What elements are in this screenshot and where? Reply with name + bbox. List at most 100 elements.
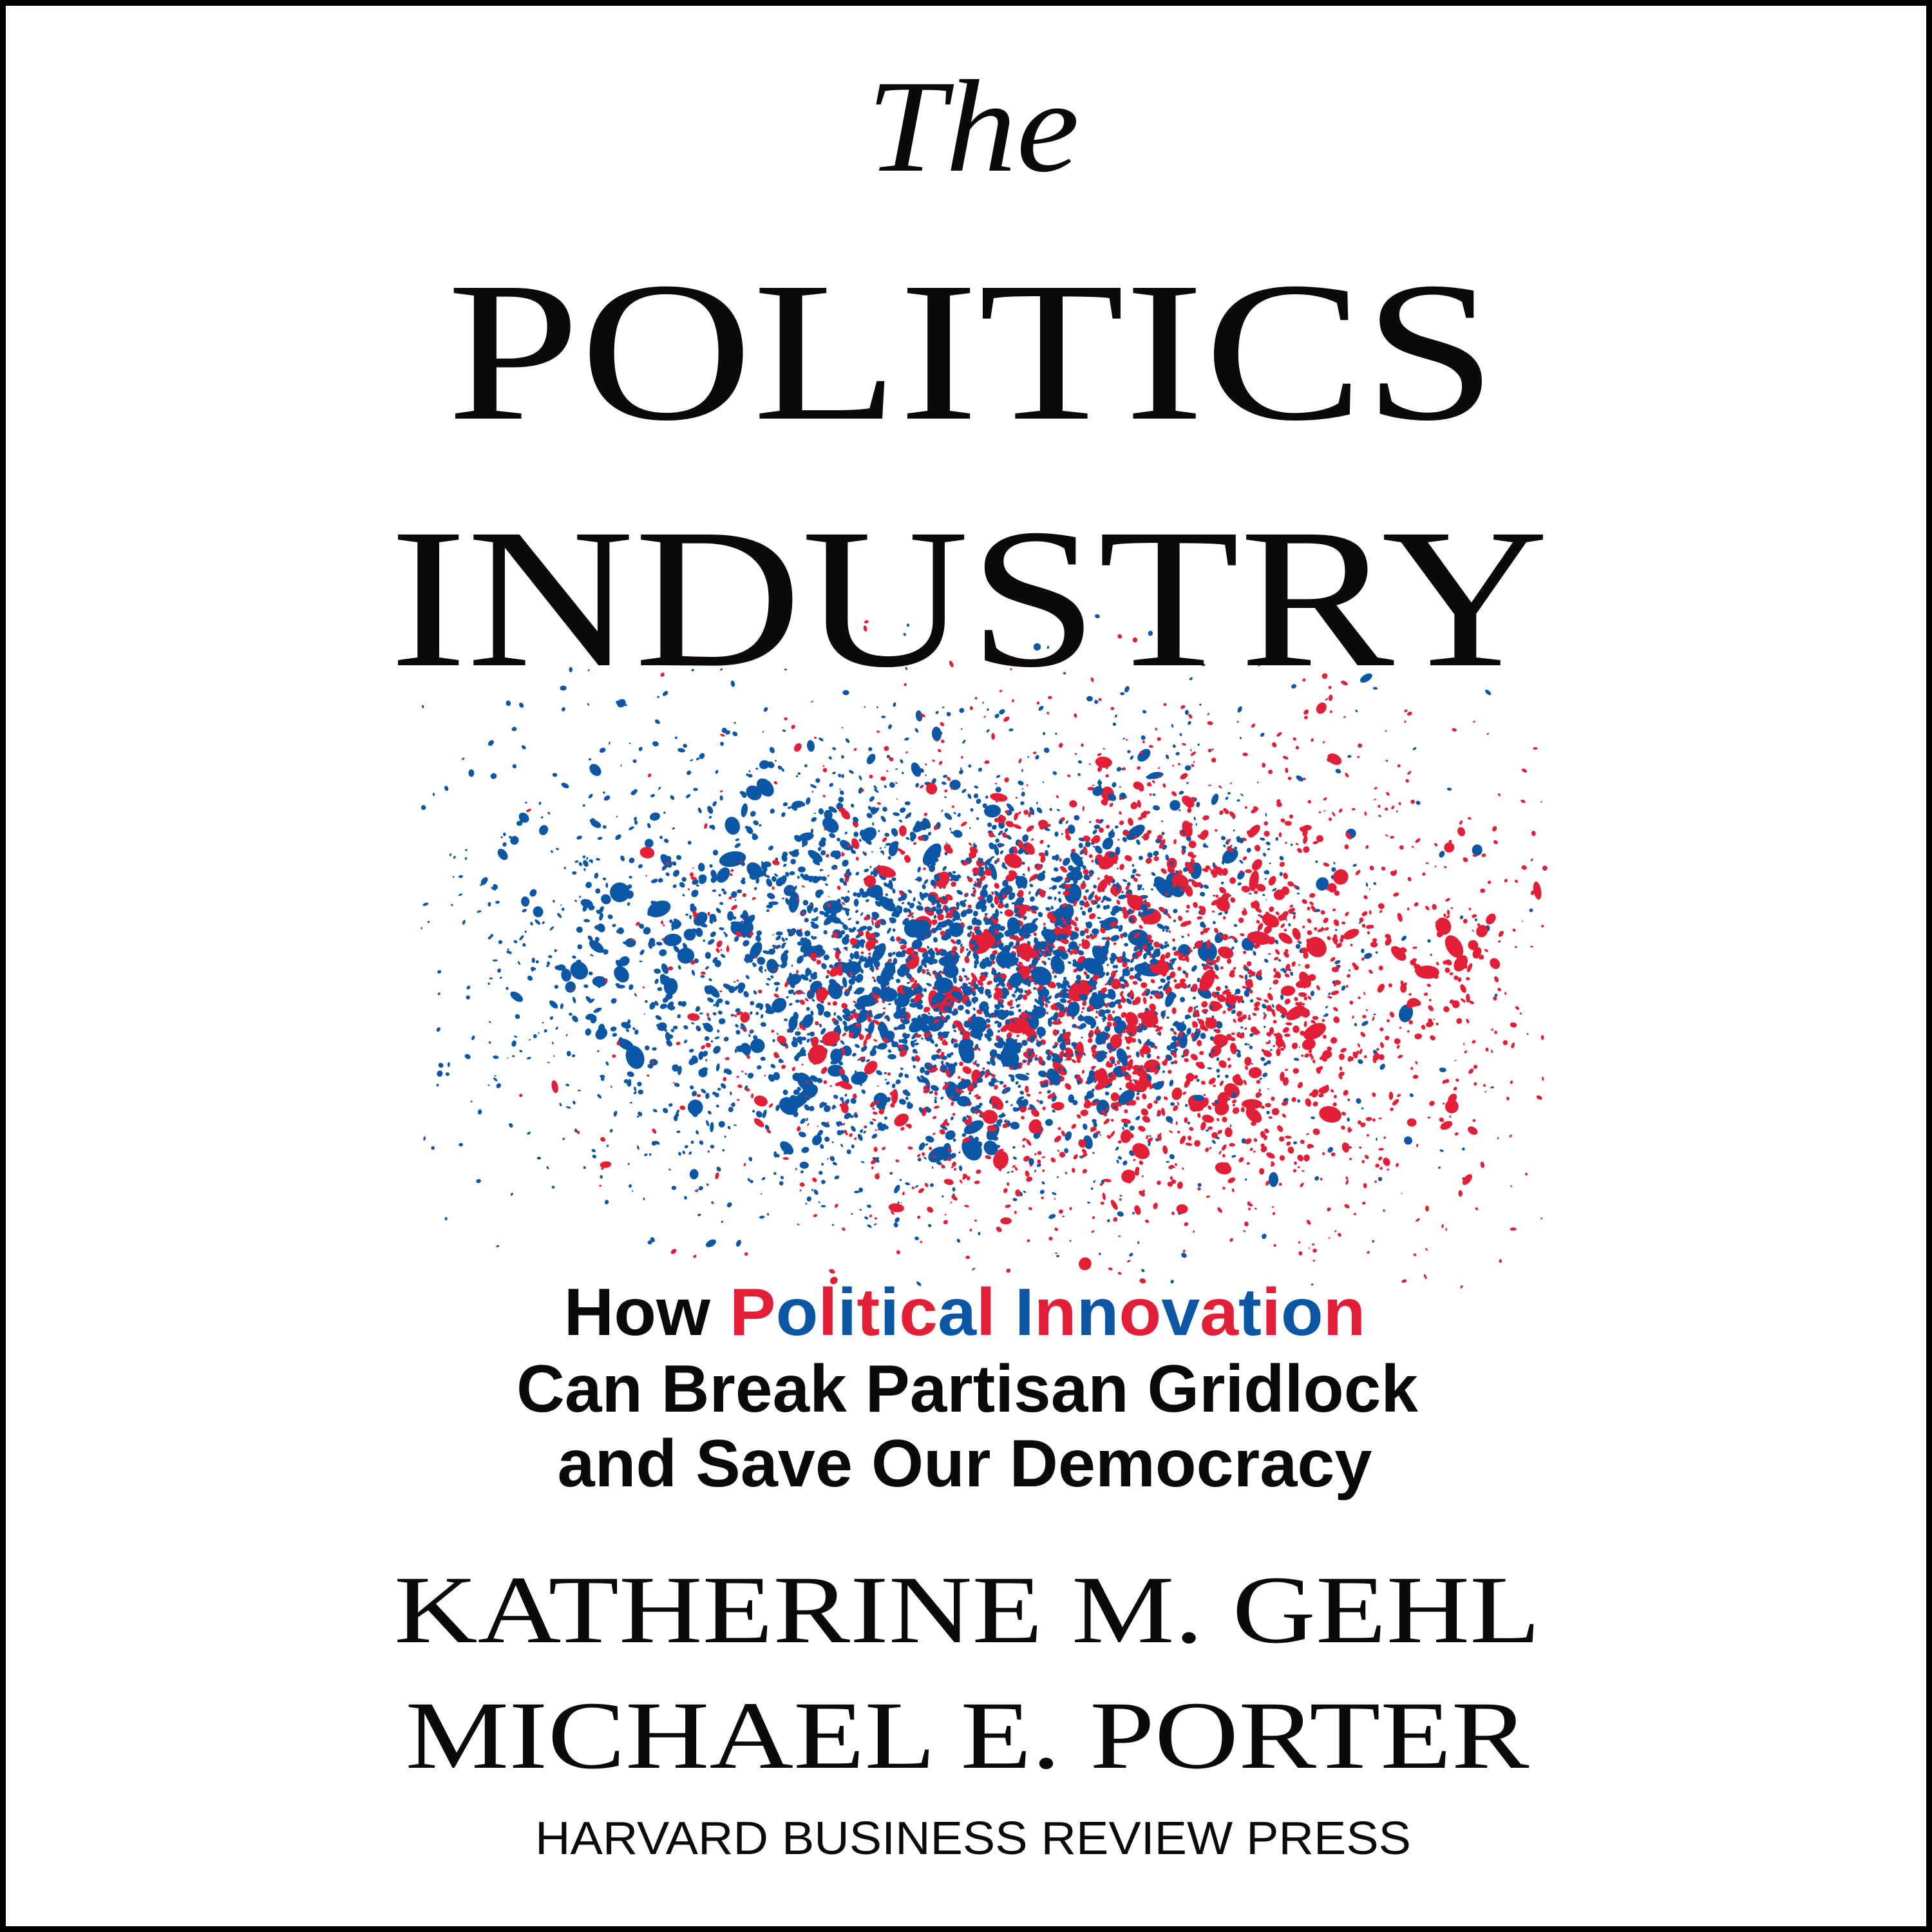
blue-paint-speck: [497, 849, 508, 860]
blue-paint-speck: [728, 1106, 734, 1112]
blue-paint-speck: [649, 1153, 652, 1156]
blue-paint-speck: [914, 728, 919, 733]
blue-paint-speck: [730, 1091, 732, 1095]
blue-paint-speck: [797, 772, 800, 775]
blue-paint-speck: [579, 896, 582, 898]
blue-paint-speck: [1086, 1201, 1090, 1204]
blue-paint-speck: [829, 833, 836, 838]
blue-paint-speck: [1038, 706, 1044, 711]
red-paint-speck: [1240, 1107, 1245, 1113]
blue-paint-speck: [1095, 846, 1103, 854]
blue-paint-speck: [1077, 760, 1083, 764]
blue-paint-speck: [629, 743, 631, 744]
blue-paint-speck: [656, 942, 663, 946]
blue-paint-speck: [492, 959, 498, 961]
blue-paint-speck: [1184, 1104, 1188, 1107]
blue-paint-speck: [705, 952, 712, 959]
blue-paint-speck: [874, 1223, 877, 1226]
blue-paint-speck: [829, 1156, 835, 1162]
blue-paint-speck: [1293, 1141, 1298, 1144]
blue-paint-speck: [717, 1088, 721, 1091]
blue-paint-speck: [531, 957, 535, 963]
blue-paint-speck: [1092, 928, 1099, 935]
blue-paint-speck: [705, 966, 709, 970]
blue-paint-speck: [538, 801, 542, 805]
blue-paint-speck: [998, 1122, 1001, 1127]
blue-paint-speck: [560, 685, 567, 691]
blue-paint-speck: [766, 909, 770, 913]
blue-paint-speck: [1227, 1097, 1231, 1101]
blue-paint-speck: [1354, 1023, 1358, 1027]
blue-paint-speck: [423, 1136, 426, 1141]
blue-paint-speck: [840, 896, 845, 900]
blue-paint-speck: [897, 1201, 900, 1204]
blue-paint-speck: [1036, 1027, 1046, 1037]
blue-paint-speck: [1009, 728, 1014, 732]
blue-paint-speck: [583, 984, 589, 989]
blue-paint-speck: [1005, 866, 1008, 870]
blue-paint-speck: [565, 1034, 568, 1037]
blue-paint-speck: [1043, 747, 1050, 753]
blue-paint-speck: [789, 972, 792, 979]
blue-paint-speck: [643, 1197, 645, 1200]
blue-paint-speck: [1068, 941, 1077, 951]
blue-paint-speck: [436, 1027, 440, 1032]
blue-paint-speck: [529, 1039, 531, 1041]
blue-paint-speck: [911, 1032, 918, 1039]
blue-paint-speck: [663, 838, 669, 843]
blue-paint-speck: [1220, 836, 1226, 840]
blue-paint-speck: [436, 1083, 439, 1087]
blue-paint-speck: [802, 900, 809, 906]
blue-paint-speck: [1229, 1124, 1232, 1128]
blue-paint-speck: [1358, 922, 1361, 924]
blue-paint-speck: [1365, 882, 1368, 887]
blue-paint-speck: [489, 977, 493, 980]
blue-paint-speck: [907, 908, 912, 914]
blue-paint-speck: [810, 1031, 815, 1037]
blue-paint-speck: [1155, 1095, 1161, 1101]
blue-paint-speck: [566, 1050, 571, 1057]
blue-paint-speck: [704, 1036, 710, 1041]
blue-paint-speck: [953, 1030, 957, 1032]
red-paint-speck: [1284, 1033, 1291, 1037]
blue-paint-speck: [629, 826, 634, 831]
blue-paint-speck: [551, 1186, 555, 1189]
blue-paint-speck: [565, 1106, 571, 1109]
blue-paint-speck: [698, 1186, 703, 1191]
blue-paint-speck: [847, 890, 850, 893]
red-paint-speck: [1198, 987, 1201, 991]
blue-paint-speck: [1280, 969, 1283, 971]
blue-paint-speck: [741, 877, 746, 881]
blue-paint-speck: [560, 1003, 564, 1009]
blue-paint-speck: [684, 1145, 688, 1149]
blue-paint-speck: [652, 1109, 658, 1113]
blue-paint-speck: [1124, 686, 1130, 693]
blue-paint-speck: [931, 778, 936, 784]
blue-paint-speck: [1288, 923, 1291, 927]
blue-paint-speck: [619, 1037, 623, 1041]
blue-paint-speck: [488, 902, 491, 907]
blue-paint-speck: [914, 1185, 919, 1188]
blue-paint-speck: [1373, 882, 1377, 886]
blue-paint-speck: [1196, 1079, 1200, 1082]
blue-paint-speck: [629, 857, 635, 864]
blue-paint-speck: [720, 954, 726, 958]
blue-paint-speck: [549, 1016, 553, 1020]
red-paint-speck: [1192, 1022, 1195, 1028]
blue-paint-speck: [1054, 854, 1059, 861]
blue-paint-speck: [1056, 809, 1061, 811]
blue-paint-speck: [750, 1001, 755, 1006]
blue-paint-speck: [782, 897, 784, 900]
blue-paint-speck: [688, 1151, 692, 1155]
blue-paint-speck: [1141, 1269, 1145, 1273]
blue-paint-speck: [677, 947, 695, 964]
blue-paint-speck: [1104, 1009, 1111, 1014]
blue-paint-speck: [1064, 1148, 1069, 1153]
blue-paint-speck: [833, 1012, 837, 1016]
blue-paint-speck: [750, 1180, 753, 1184]
blue-paint-speck: [995, 786, 1001, 793]
blue-paint-speck: [709, 914, 717, 921]
blue-paint-speck: [994, 714, 999, 719]
blue-paint-speck: [459, 1142, 463, 1147]
